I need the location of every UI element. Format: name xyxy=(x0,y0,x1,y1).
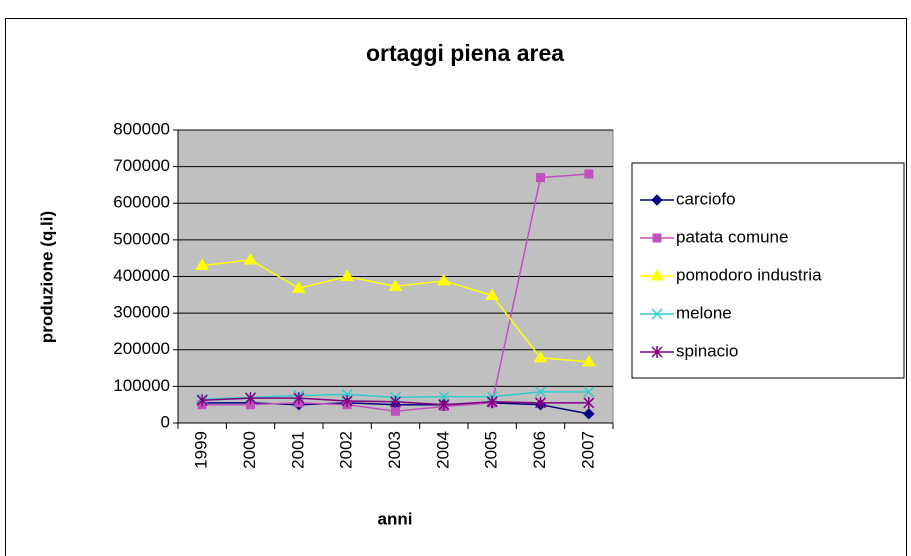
marker xyxy=(583,408,595,420)
marker xyxy=(244,392,257,405)
legend-label: patata comune xyxy=(676,227,788,246)
marker xyxy=(584,169,594,179)
marker xyxy=(652,233,662,243)
y-tick-label: 200000 xyxy=(113,339,170,358)
x-tick-label: 2001 xyxy=(288,431,307,469)
y-tick-label: 700000 xyxy=(113,156,170,175)
marker xyxy=(291,281,306,293)
marker xyxy=(293,392,305,405)
y-tick-label: 300000 xyxy=(113,303,170,322)
x-tick-label: 2005 xyxy=(482,431,501,469)
marker xyxy=(486,395,498,408)
marker xyxy=(581,354,596,367)
marker xyxy=(536,173,545,183)
marker xyxy=(534,396,547,409)
x-tick-label: 2003 xyxy=(385,431,404,469)
chart-title: ortaggi piena area xyxy=(366,40,564,66)
marker xyxy=(341,395,353,408)
y-tick-label: 500000 xyxy=(113,229,170,248)
marker xyxy=(534,386,547,398)
x-tick-label: 2000 xyxy=(240,431,259,469)
marker xyxy=(195,258,210,271)
marker xyxy=(651,194,663,206)
marker xyxy=(436,273,451,286)
marker xyxy=(243,253,258,265)
y-axis-title: produzione (q.li) xyxy=(37,211,56,343)
marker xyxy=(388,279,403,291)
x-tick-label: 2007 xyxy=(578,431,597,469)
marker xyxy=(340,269,355,281)
marker xyxy=(651,346,663,358)
marker xyxy=(533,350,548,363)
x-axis-title: anni xyxy=(378,509,413,528)
marker xyxy=(650,269,664,281)
marker xyxy=(651,308,663,320)
marker xyxy=(583,386,595,398)
x-tick-label: 2002 xyxy=(337,431,356,469)
marker xyxy=(391,406,400,416)
y-tick-label: 400000 xyxy=(113,266,170,285)
y-tick-label: 600000 xyxy=(113,193,170,212)
marker xyxy=(583,396,595,409)
marker xyxy=(438,398,450,411)
marker xyxy=(196,394,208,407)
legend-label: spinacio xyxy=(676,341,738,360)
y-tick-label: 100000 xyxy=(113,376,170,395)
legend-label: pomodoro industria xyxy=(676,265,822,284)
x-tick-label: 2006 xyxy=(530,431,549,469)
legend xyxy=(631,162,905,379)
x-tick-label: 2004 xyxy=(433,431,452,469)
x-tick-label: 1999 xyxy=(192,431,211,469)
y-tick-label: 0 xyxy=(161,412,170,431)
marker xyxy=(389,395,402,408)
marker xyxy=(438,391,450,403)
y-tick-label: 800000 xyxy=(113,119,170,138)
legend-label: melone xyxy=(676,303,732,322)
legend-label: carciofo xyxy=(676,189,736,208)
marker xyxy=(485,288,500,301)
